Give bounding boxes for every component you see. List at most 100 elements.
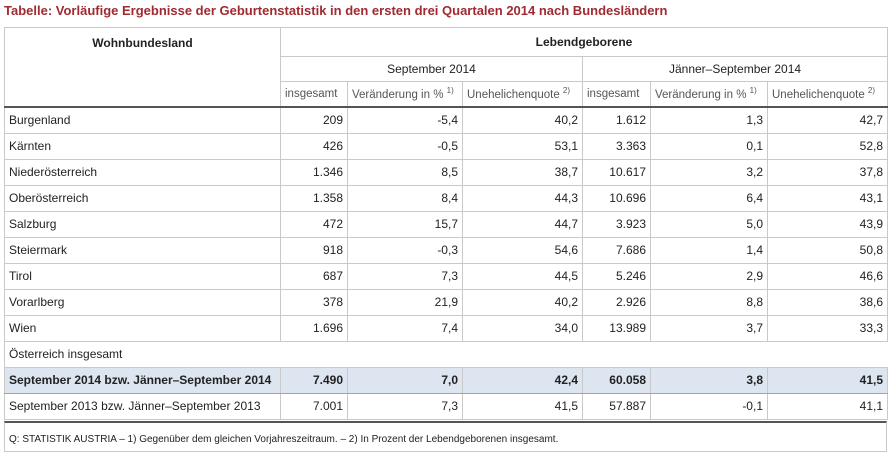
- cell-land: Oberösterreich: [4, 184, 281, 212]
- cell-value: 53,1: [462, 132, 583, 160]
- cell-value: 5,0: [650, 210, 768, 238]
- header-col-veraenderung-2-label: Veränderung in %: [655, 89, 747, 102]
- cell-land: September 2013 bzw. Jänner–September 201…: [4, 392, 281, 420]
- cell-value: 209: [280, 106, 348, 134]
- cell-value: 8,8: [650, 288, 768, 316]
- table-row: Oberösterreich 1.358 8,4 44,3 10.696 6,4 43,1: [4, 184, 889, 212]
- cell-value: 378: [280, 288, 348, 316]
- total-row-2013: September 2013 bzw. Jänner–September 201…: [4, 392, 889, 420]
- cell-value: 1.358: [280, 184, 348, 212]
- table-header: Wohnbundesland Lebendgeborene September …: [4, 27, 889, 108]
- header-col-veraenderung-1-label: Veränderung in %: [352, 89, 444, 102]
- cell-value: 43,9: [766, 210, 889, 238]
- cell-land: Wien: [4, 314, 281, 342]
- cell-value: 426: [280, 132, 348, 160]
- cell-value: 44,3: [462, 184, 583, 212]
- cell-land: Niederösterreich: [4, 158, 281, 186]
- cell-value: 44,5: [462, 262, 583, 290]
- cell-value: 38,6: [766, 288, 889, 316]
- cell-land: September 2014 bzw. Jänner–September 201…: [4, 366, 281, 394]
- cell-value: -5,4: [347, 106, 463, 134]
- table-row: Tirol 687 7,3 44,5 5.246 2,9 46,6: [4, 262, 889, 290]
- cell-value: 44,7: [462, 210, 583, 238]
- header-period-jan-sep: Jänner–September 2014: [581, 56, 889, 82]
- cell-land: Burgenland: [4, 106, 281, 134]
- header-col-insgesamt-1: insgesamt: [280, 81, 348, 108]
- footnote-marker-1: 1): [749, 86, 757, 96]
- footnote-marker-2: 2): [867, 86, 876, 96]
- cell-value: 472: [280, 210, 348, 238]
- cell-value: -0,5: [347, 132, 463, 160]
- header-wohnbundesland: Wohnbundesland: [4, 27, 281, 108]
- cell-value: 918: [280, 236, 348, 264]
- cell-value: 50,8: [766, 236, 889, 264]
- table-row: Wien 1.696 7,4 34,0 13.989 3,7 33,3: [4, 314, 889, 342]
- table-body: Burgenland 209 -5,4 40,2 1.612 1,3 42,7 Kärnte…: [3, 106, 889, 420]
- cell-value: 21,9: [347, 288, 463, 316]
- cell-value: 43,1: [766, 184, 889, 212]
- cell-value: 41,5: [766, 366, 889, 394]
- cell-value: 7.490: [280, 366, 348, 394]
- cell-value: 3,8: [650, 366, 768, 394]
- cell-value: 3.923: [582, 210, 651, 238]
- cell-value: 1.612: [582, 106, 651, 134]
- header-col-unehelichenquote-2-label: Unehelichenquote: [772, 89, 865, 102]
- table-row: Niederösterreich 1.346 8,5 38,7 10.617 3,2 37,…: [4, 158, 889, 186]
- cell-value: 42,4: [462, 366, 583, 394]
- cell-value: 7,3: [347, 262, 463, 290]
- header-col-insgesamt-2: insgesamt: [582, 81, 651, 108]
- table-row: Steiermark 918 -0,3 54,6 7.686 1,4 50,8: [4, 236, 889, 264]
- cell-value: 1,4: [650, 236, 768, 264]
- cell-value: 40,2: [462, 106, 583, 134]
- header-row-periods: September 2014 Jänner–September 2014: [5, 56, 889, 82]
- cell-value: 38,7: [462, 158, 583, 186]
- header-col-unehelichenquote-1-label: Unehelichenquote: [467, 89, 560, 102]
- header-lebendgeborene: Lebendgeborene: [279, 27, 889, 57]
- cell-value: 57.887: [582, 392, 651, 420]
- cell-value: 34,0: [462, 314, 583, 342]
- cell-value: 7,0: [347, 366, 463, 394]
- cell-value: 15,7: [347, 210, 463, 238]
- cell-value: 10.696: [582, 184, 651, 212]
- footnote-marker-1: 1): [446, 86, 454, 96]
- cell-land: Salzburg: [4, 210, 281, 238]
- table-row: Burgenland 209 -5,4 40,2 1.612 1,3 42,7: [4, 106, 889, 134]
- cell-value: 8,5: [347, 158, 463, 186]
- cell-value: 6,4: [650, 184, 768, 212]
- cell-value: -0,3: [347, 236, 463, 264]
- header-row-top: Wohnbundesland Lebendgeborene: [4, 27, 889, 108]
- cell-value: 5.246: [582, 262, 651, 290]
- cell-value: 40,2: [462, 288, 583, 316]
- header-col-veraenderung-2: Veränderung in % 1): [650, 81, 768, 108]
- cell-value: 3,7: [650, 314, 768, 342]
- source-footnote: Q: STATISTIK AUSTRIA – 1) Gegenüber dem …: [4, 421, 887, 452]
- cell-value: 7.001: [280, 392, 348, 420]
- cell-value: 33,3: [766, 314, 889, 342]
- header-col-unehelichenquote-2: Unehelichenquote 2): [766, 81, 889, 108]
- cell-value: 2,9: [650, 262, 768, 290]
- cell-value: 7.686: [582, 236, 651, 264]
- cell-value: 60.058: [582, 366, 651, 394]
- cell-value: 8,4: [347, 184, 463, 212]
- cell-value: 1.696: [280, 314, 348, 342]
- cell-value: 37,8: [766, 158, 889, 186]
- cell-land: Vorarlberg: [4, 288, 281, 316]
- cell-value: 7,3: [347, 392, 463, 420]
- cell-value: 10.617: [582, 158, 651, 186]
- cell-value: 3,2: [650, 158, 768, 186]
- footnote-marker-2: 2): [562, 86, 571, 96]
- cell-value: 52,8: [766, 132, 889, 160]
- cell-value: 7,4: [347, 314, 463, 342]
- header-col-veraenderung-1: Veränderung in % 1): [347, 81, 463, 108]
- cell-value: 1.346: [280, 158, 348, 186]
- table-row: Vorarlberg 378 21,9 40,2 2.926 8,8 38,6: [4, 288, 889, 316]
- cell-value: 13.989: [582, 314, 651, 342]
- cell-value: -0,1: [650, 392, 768, 420]
- header-row-columns: insgesamt Veränderung in % 1) Uneheliche…: [5, 81, 889, 108]
- total-row-2014: September 2014 bzw. Jänner–September 201…: [4, 366, 889, 394]
- cell-value: 41,5: [462, 392, 583, 420]
- cell-land: Tirol: [4, 262, 281, 290]
- cell-land: Kärnten: [4, 132, 281, 160]
- cell-value: 687: [280, 262, 348, 290]
